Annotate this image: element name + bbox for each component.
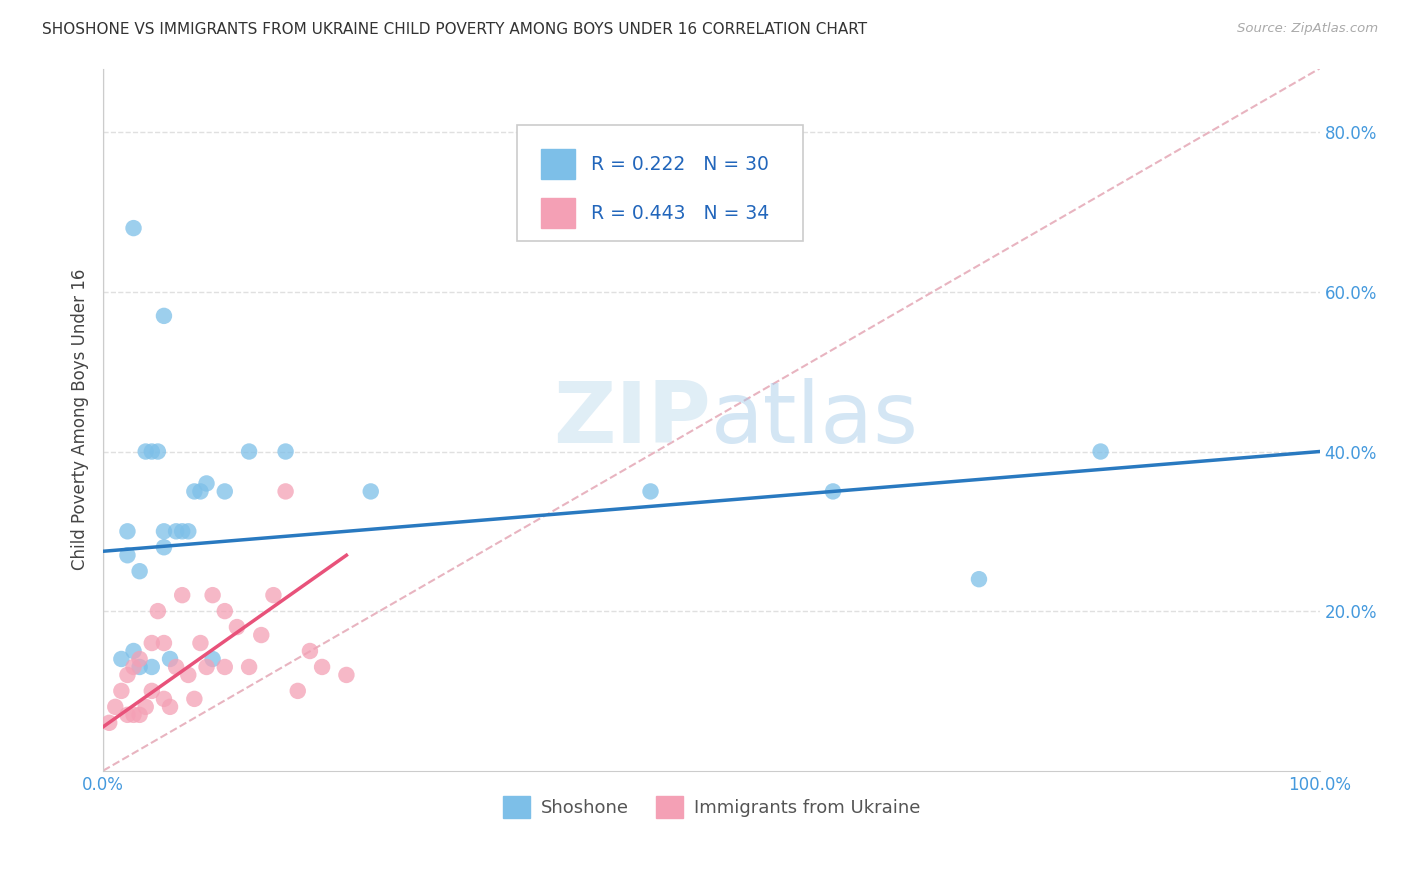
Point xyxy=(1090,444,1112,458)
Text: R = 0.443   N = 34: R = 0.443 N = 34 xyxy=(591,203,769,223)
Text: SHOSHONE VS IMMIGRANTS FROM UKRAINE CHILD POVERTY AMONG BOYS UNDER 16 CORRELATIO: SHOSHONE VS IMMIGRANTS FROM UKRAINE CHIL… xyxy=(42,22,868,37)
Point xyxy=(122,707,145,722)
Point xyxy=(360,484,382,499)
Point xyxy=(238,444,260,458)
Point xyxy=(190,484,212,499)
Point xyxy=(122,660,145,674)
Point xyxy=(821,484,844,499)
Point xyxy=(117,707,139,722)
Point xyxy=(98,715,121,730)
Point xyxy=(110,652,132,666)
Point xyxy=(214,604,236,618)
Point xyxy=(122,644,145,658)
Point xyxy=(117,668,139,682)
Point xyxy=(967,572,990,586)
Point xyxy=(122,221,145,235)
FancyBboxPatch shape xyxy=(517,125,803,241)
Point xyxy=(117,524,139,539)
Point xyxy=(640,484,662,499)
Point xyxy=(159,699,181,714)
Point xyxy=(153,541,176,555)
Point xyxy=(190,636,212,650)
Text: ZIP: ZIP xyxy=(554,378,711,461)
Point xyxy=(141,444,163,458)
Point xyxy=(110,684,132,698)
Point xyxy=(177,524,200,539)
Point xyxy=(172,588,194,602)
Point xyxy=(195,660,218,674)
Point xyxy=(128,652,150,666)
Point xyxy=(335,668,357,682)
Point xyxy=(311,660,333,674)
Legend: Shoshone, Immigrants from Ukraine: Shoshone, Immigrants from Ukraine xyxy=(495,789,927,825)
Point xyxy=(135,699,157,714)
Point xyxy=(298,644,321,658)
Point xyxy=(104,699,127,714)
Point xyxy=(153,636,176,650)
Point xyxy=(165,660,187,674)
Y-axis label: Child Poverty Among Boys Under 16: Child Poverty Among Boys Under 16 xyxy=(72,268,89,570)
Point xyxy=(195,476,218,491)
Point xyxy=(201,588,224,602)
Point xyxy=(146,444,169,458)
Point xyxy=(226,620,249,634)
Point xyxy=(153,524,176,539)
Point xyxy=(250,628,273,642)
Point xyxy=(165,524,187,539)
Point xyxy=(172,524,194,539)
Point xyxy=(214,484,236,499)
Point xyxy=(287,684,309,698)
Point xyxy=(128,660,150,674)
Point xyxy=(153,691,176,706)
Point xyxy=(141,636,163,650)
Point xyxy=(135,444,157,458)
Text: Source: ZipAtlas.com: Source: ZipAtlas.com xyxy=(1237,22,1378,36)
Point xyxy=(159,652,181,666)
Point xyxy=(183,484,205,499)
Point xyxy=(274,444,297,458)
Point xyxy=(262,588,284,602)
Bar xyxy=(541,198,575,228)
Point xyxy=(146,604,169,618)
Point xyxy=(128,564,150,578)
Point xyxy=(238,660,260,674)
Point xyxy=(141,684,163,698)
Point xyxy=(153,309,176,323)
Point xyxy=(128,707,150,722)
Point xyxy=(177,668,200,682)
Text: atlas: atlas xyxy=(711,378,920,461)
Point xyxy=(183,691,205,706)
Point xyxy=(117,548,139,562)
Point xyxy=(214,660,236,674)
Point xyxy=(274,484,297,499)
Point xyxy=(201,652,224,666)
Text: R = 0.222   N = 30: R = 0.222 N = 30 xyxy=(591,154,769,174)
Bar xyxy=(541,149,575,178)
Point xyxy=(141,660,163,674)
